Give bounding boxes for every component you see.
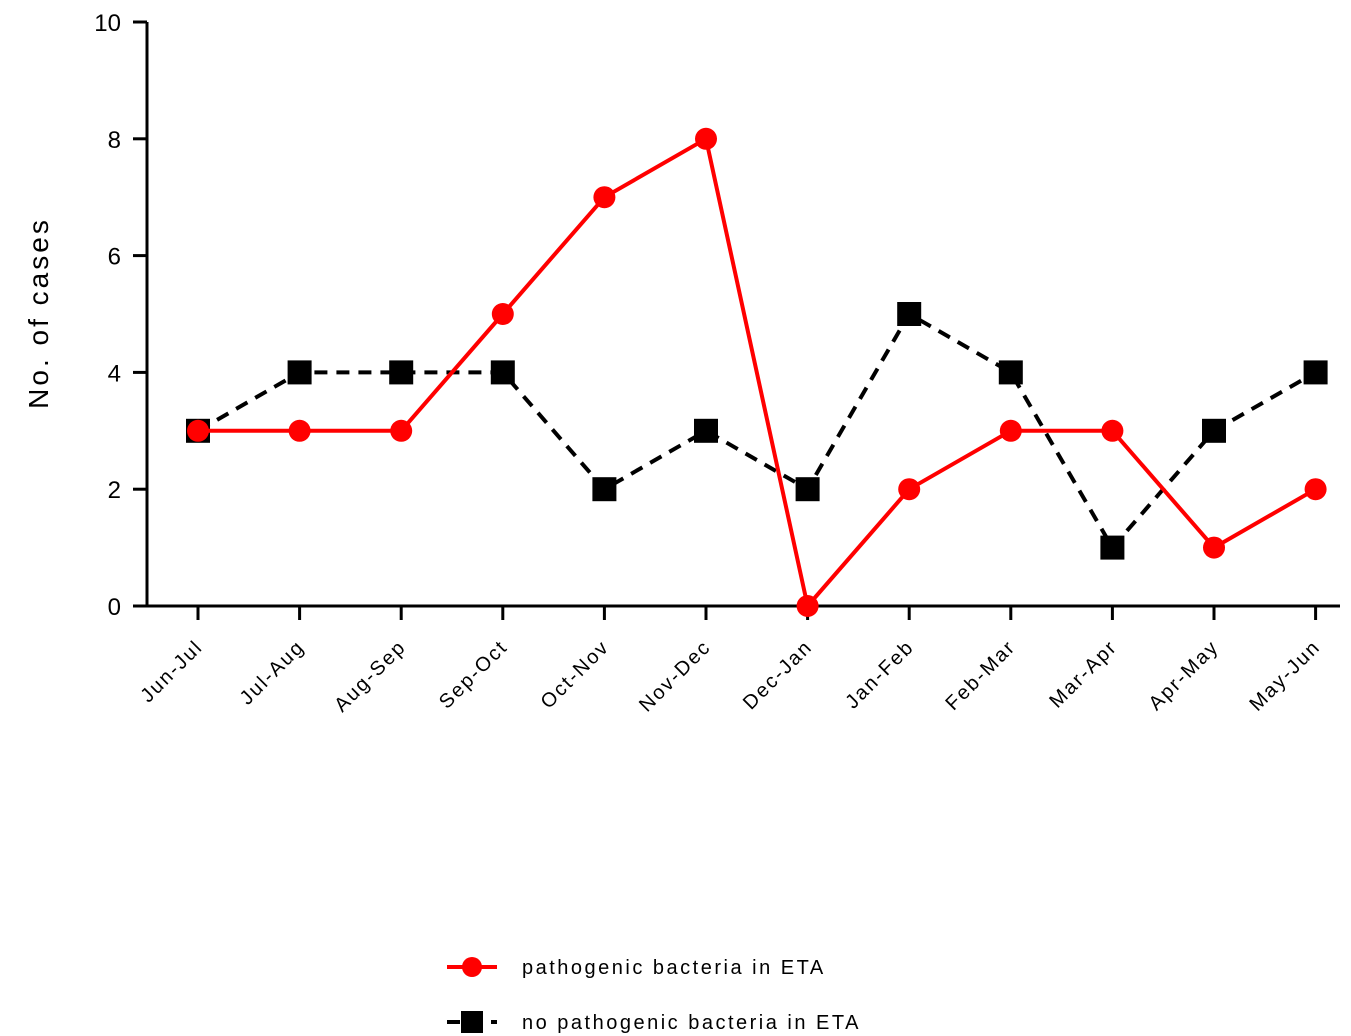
data-point xyxy=(1303,360,1328,385)
series-line xyxy=(197,312,1317,550)
x-tick-label: Aug-Sep xyxy=(330,636,410,716)
data-point xyxy=(898,478,921,501)
data-point xyxy=(1304,478,1327,501)
x-tick-label: Sep-Oct xyxy=(435,636,512,713)
y-tick-label: 2 xyxy=(108,477,121,504)
data-point xyxy=(593,186,616,209)
data-point xyxy=(694,418,718,443)
x-tick-label: Apr-May xyxy=(1145,636,1224,715)
legend-label: no pathogenic bacteria in ETA xyxy=(522,1012,861,1034)
x-tick-label: Jan-Feb xyxy=(841,636,918,713)
legend-item: pathogenic bacteria in ETA xyxy=(447,957,826,979)
y-axis: 0 2 4 6 8 10 xyxy=(94,10,149,621)
data-point xyxy=(998,360,1023,385)
data-point xyxy=(592,477,617,502)
data-point xyxy=(389,360,414,385)
data-point xyxy=(390,419,413,442)
y-tick-label: 0 xyxy=(108,594,121,621)
x-tick-label: Oct-Nov xyxy=(537,636,614,713)
data-point xyxy=(187,419,209,442)
y-tick-label: 6 xyxy=(108,244,121,271)
legend: pathogenic bacteria in ETA no pathogenic … xyxy=(447,957,861,1034)
series-1 xyxy=(187,127,1327,617)
data-point xyxy=(1203,536,1225,559)
data-point xyxy=(999,419,1022,442)
data-point xyxy=(897,302,922,326)
legend-item: no pathogenic bacteria in ETA xyxy=(447,1011,861,1034)
data-point xyxy=(795,477,820,502)
x-tick-label: Nov-Dec xyxy=(635,636,715,716)
data-point xyxy=(796,595,819,617)
legend-marker xyxy=(462,957,482,977)
series-layer xyxy=(186,127,1328,617)
y-axis-title: No. of cases xyxy=(23,217,54,409)
data-point xyxy=(1100,535,1125,560)
x-axis: Jun-Jul Jul-Aug Aug-Sep Sep-Oct Oct-Nov Nov-D… xyxy=(136,604,1340,716)
data-point xyxy=(1202,418,1226,443)
x-tick-label: Jun-Jul xyxy=(136,636,207,707)
data-point xyxy=(490,360,515,385)
x-tick-label: Jul-Aug xyxy=(236,636,309,709)
y-tick-label: 10 xyxy=(94,10,121,37)
data-point xyxy=(491,303,514,325)
y-tick-label: 4 xyxy=(108,360,121,387)
data-point xyxy=(287,360,312,385)
legend-marker xyxy=(461,1011,483,1033)
y-tick-label: 8 xyxy=(108,127,121,154)
data-point xyxy=(288,419,311,442)
series-line xyxy=(198,136,1317,608)
data-point xyxy=(695,127,717,150)
legend-label: pathogenic bacteria in ETA xyxy=(522,957,826,979)
x-tick-label: May-Jun xyxy=(1245,636,1325,716)
x-tick-label: Mar-Apr xyxy=(1045,636,1122,713)
x-tick-label: Feb-Mar xyxy=(941,636,1020,715)
x-tick-label: Dec-Jan xyxy=(739,636,817,714)
data-point xyxy=(1101,419,1124,442)
